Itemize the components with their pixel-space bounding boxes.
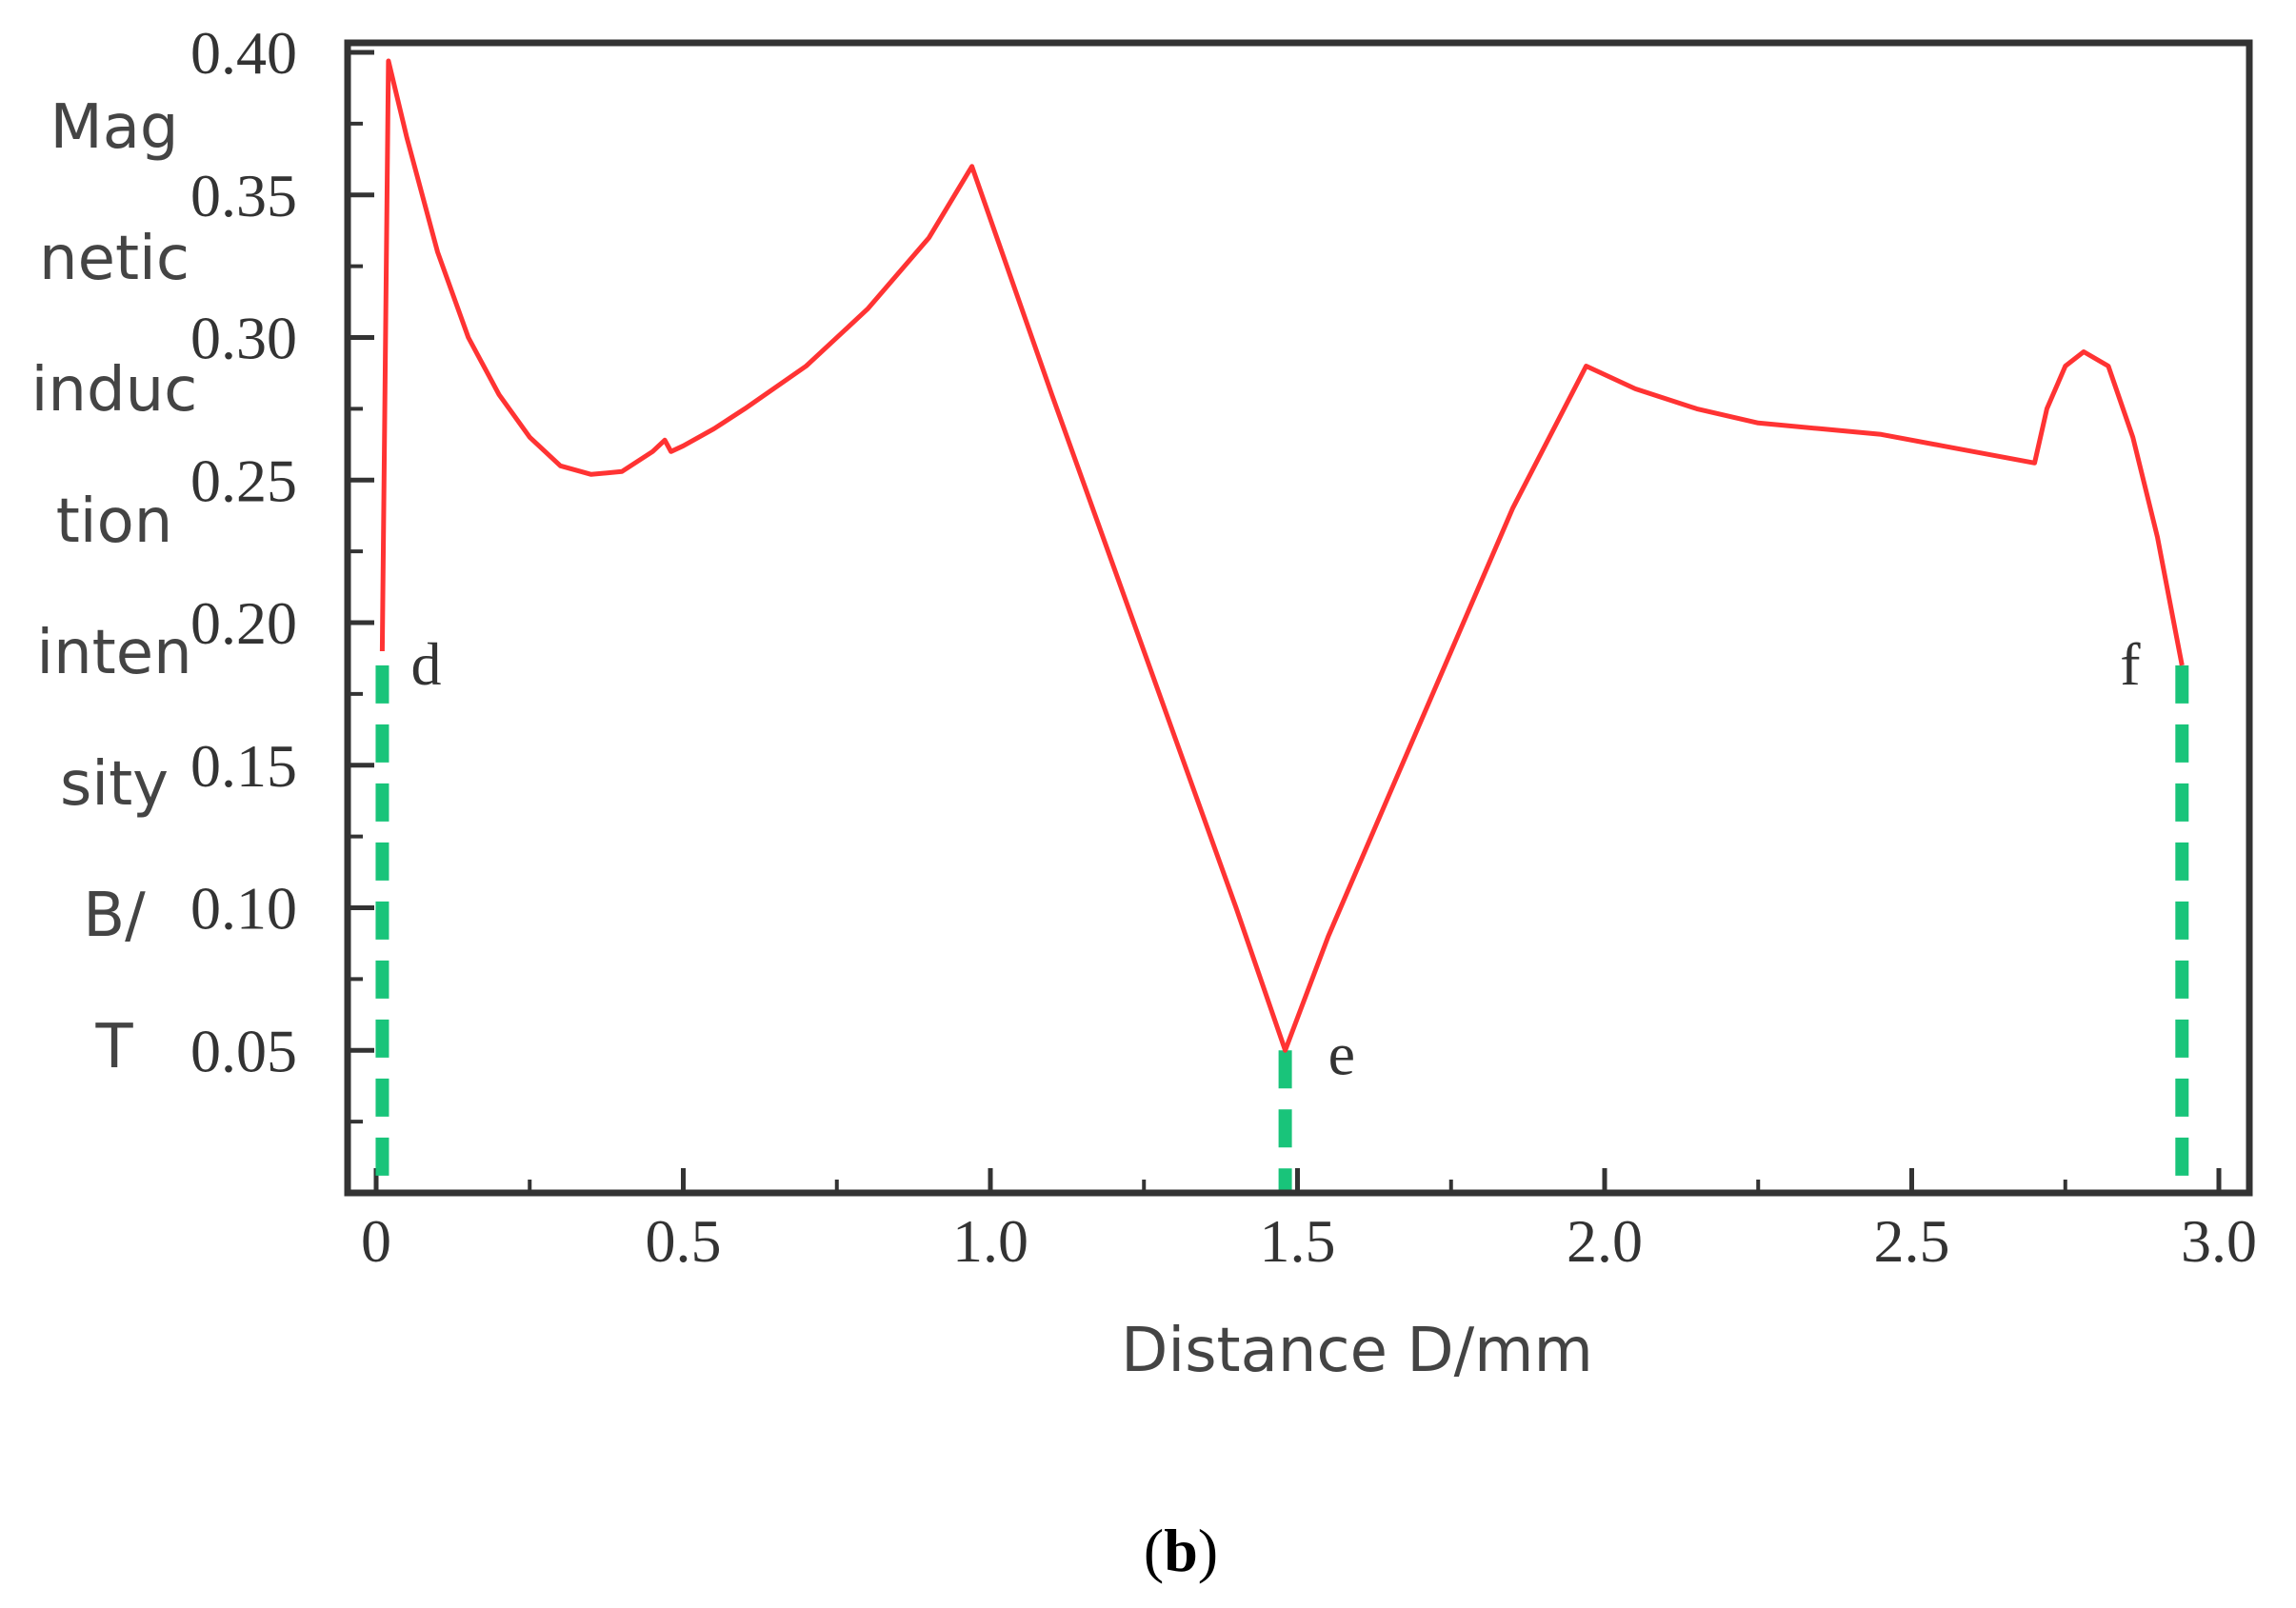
x-axis-ticks: 0 0.5 1.0 1.5 2.0 2.5 3.0 — [361, 1168, 2257, 1275]
caption-close: ) — [1198, 1517, 1218, 1584]
y-axis-label-line: netic — [39, 224, 190, 294]
y-axis-label-line: T — [94, 1012, 133, 1082]
x-axis-label: Distance D/mm — [1121, 1316, 1593, 1386]
y-axis-label-line: B/ — [83, 881, 146, 951]
figure-caption: (b) — [1144, 1517, 1218, 1584]
y-axis-label-line: induc — [31, 355, 198, 426]
marker-lines: d e f — [375, 630, 2189, 1193]
y-tick-label: 0.05 — [190, 1017, 297, 1084]
y-axis-label-line: inten — [36, 618, 191, 688]
point-label-d: d — [410, 630, 441, 698]
y-tick-label: 0.25 — [190, 447, 297, 514]
x-tick-label: 1.0 — [952, 1207, 1028, 1275]
y-axis-ticks: 0.05 0.10 0.15 0.20 0.25 0.30 0.35 0.40 — [190, 19, 374, 1124]
y-axis-label-line: sity — [60, 749, 169, 820]
y-tick-label: 0.40 — [190, 19, 297, 87]
plot-frame — [344, 39, 2253, 1197]
x-tick-label: 0.5 — [646, 1207, 722, 1275]
x-tick-label: 0 — [361, 1207, 391, 1275]
x-tick-label: 2.0 — [1567, 1207, 1643, 1275]
y-tick-label: 0.15 — [190, 732, 297, 800]
y-tick-label: 0.20 — [190, 589, 297, 657]
series-lines — [379, 58, 2185, 1053]
y-axis-label-line: Mag — [50, 92, 178, 163]
y-axis-label-line: tion — [56, 486, 173, 557]
series-line-0 — [379, 58, 2185, 1053]
y-axis-label: Mag netic induc tion inten sity B/T — [31, 92, 198, 1082]
caption-letter: b — [1164, 1517, 1198, 1584]
caption-open: ( — [1144, 1517, 1164, 1584]
point-label-f: f — [2120, 630, 2141, 698]
y-tick-label: 0.30 — [190, 305, 297, 372]
y-tick-label: 0.35 — [190, 162, 297, 229]
x-tick-label: 2.5 — [1874, 1207, 1950, 1275]
point-label-e: e — [1328, 1020, 1355, 1087]
x-tick-label: 1.5 — [1260, 1207, 1336, 1275]
y-tick-label: 0.10 — [190, 875, 297, 943]
x-tick-label: 3.0 — [2181, 1207, 2257, 1275]
